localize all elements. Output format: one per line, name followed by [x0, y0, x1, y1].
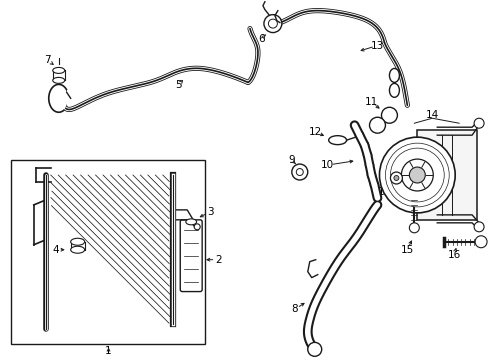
- Text: 6: 6: [258, 33, 264, 44]
- Circle shape: [296, 168, 303, 176]
- Circle shape: [401, 159, 432, 191]
- Circle shape: [393, 176, 398, 180]
- Circle shape: [408, 223, 419, 233]
- Ellipse shape: [328, 136, 346, 145]
- Circle shape: [268, 19, 277, 28]
- Bar: [416, 130, 476, 220]
- Circle shape: [264, 15, 281, 32]
- Ellipse shape: [388, 84, 399, 97]
- Text: 8: 8: [291, 305, 298, 315]
- Text: 16: 16: [447, 250, 460, 260]
- Circle shape: [291, 164, 307, 180]
- Text: 10: 10: [321, 160, 334, 170]
- Ellipse shape: [54, 89, 63, 107]
- Circle shape: [307, 342, 321, 356]
- Circle shape: [408, 167, 425, 183]
- Text: 7: 7: [44, 55, 51, 66]
- Text: 13: 13: [370, 41, 384, 50]
- Ellipse shape: [71, 246, 84, 253]
- Ellipse shape: [388, 68, 399, 82]
- Text: 15: 15: [400, 245, 413, 255]
- Text: 5: 5: [175, 80, 181, 90]
- Circle shape: [379, 137, 454, 213]
- Text: 12: 12: [308, 127, 322, 137]
- Circle shape: [369, 117, 385, 133]
- Text: 9: 9: [288, 155, 295, 165]
- Ellipse shape: [53, 77, 64, 84]
- Ellipse shape: [49, 84, 68, 112]
- Text: 11: 11: [364, 97, 377, 107]
- Text: 3: 3: [206, 207, 213, 217]
- Text: 14: 14: [425, 110, 438, 120]
- Ellipse shape: [185, 219, 196, 225]
- Circle shape: [194, 224, 200, 230]
- Ellipse shape: [71, 238, 84, 245]
- Ellipse shape: [53, 67, 64, 73]
- Circle shape: [473, 118, 483, 128]
- Text: 1: 1: [105, 346, 112, 356]
- Text: 4: 4: [52, 245, 59, 255]
- Bar: [11, 160, 205, 345]
- Circle shape: [389, 172, 402, 184]
- FancyBboxPatch shape: [180, 220, 202, 292]
- Circle shape: [474, 236, 486, 248]
- Text: 17: 17: [377, 187, 390, 197]
- Text: 2: 2: [214, 255, 221, 265]
- Circle shape: [385, 143, 448, 207]
- Circle shape: [473, 222, 483, 232]
- Circle shape: [381, 107, 397, 123]
- Circle shape: [389, 148, 443, 202]
